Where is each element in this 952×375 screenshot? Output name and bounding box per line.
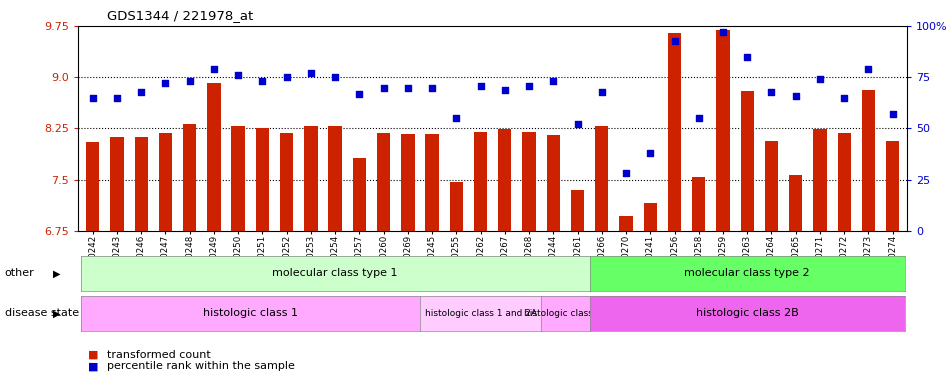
Point — [158, 81, 173, 87]
Point — [836, 95, 851, 101]
Text: ■: ■ — [88, 361, 98, 371]
Point — [303, 70, 318, 76]
Point — [787, 93, 803, 99]
Text: disease state: disease state — [5, 309, 79, 318]
Bar — [159, 132, 172, 231]
Point — [666, 38, 682, 44]
Point — [254, 78, 269, 84]
Bar — [594, 126, 607, 231]
Point — [279, 74, 294, 80]
Bar — [861, 90, 874, 231]
Bar — [425, 134, 438, 231]
Bar — [183, 124, 196, 231]
Text: molecular class type 1: molecular class type 1 — [272, 268, 397, 278]
Point — [472, 82, 487, 88]
Bar — [231, 126, 245, 231]
Point — [618, 170, 633, 176]
Point — [230, 72, 246, 78]
Point — [690, 115, 705, 121]
Point — [739, 54, 754, 60]
Point — [884, 111, 900, 117]
Bar — [328, 126, 342, 231]
Point — [424, 85, 439, 91]
Point — [351, 91, 367, 97]
Bar — [546, 135, 560, 231]
Text: ▶: ▶ — [53, 268, 61, 278]
Bar — [691, 177, 704, 231]
Bar — [837, 132, 850, 231]
Point — [545, 78, 561, 84]
Point — [85, 95, 100, 101]
Text: percentile rank within the sample: percentile rank within the sample — [107, 361, 294, 371]
Bar — [110, 137, 124, 231]
Bar — [280, 132, 293, 231]
Bar — [812, 129, 825, 231]
Text: GDS1344 / 221978_at: GDS1344 / 221978_at — [107, 9, 252, 22]
Bar — [788, 175, 802, 231]
Bar — [86, 142, 99, 231]
Point — [206, 66, 221, 72]
Text: histologic class 2A: histologic class 2A — [524, 309, 606, 318]
Bar — [522, 132, 535, 231]
Point — [109, 95, 125, 101]
Bar — [207, 83, 220, 231]
Point — [497, 87, 512, 93]
Bar — [255, 128, 268, 231]
Bar — [473, 132, 486, 231]
Bar — [716, 30, 729, 231]
Point — [133, 88, 149, 94]
Bar — [377, 132, 390, 231]
Bar — [764, 141, 778, 231]
Point — [521, 82, 536, 88]
Text: histologic class 2B: histologic class 2B — [695, 309, 798, 318]
Bar — [570, 190, 584, 231]
Point — [593, 88, 608, 94]
Point — [811, 76, 826, 82]
Point — [376, 85, 391, 91]
Text: histologic class 1: histologic class 1 — [203, 309, 297, 318]
Bar — [401, 134, 414, 231]
Bar — [619, 216, 632, 231]
Point — [327, 74, 343, 80]
Text: histologic class 1 and 2A: histologic class 1 and 2A — [425, 309, 536, 318]
Bar — [643, 203, 656, 231]
Text: transformed count: transformed count — [107, 350, 210, 360]
Bar — [740, 91, 753, 231]
Point — [182, 78, 197, 84]
Bar — [667, 33, 681, 231]
Point — [715, 29, 730, 35]
Point — [642, 150, 657, 156]
Text: ▶: ▶ — [53, 309, 61, 318]
Bar — [352, 158, 366, 231]
Bar — [304, 126, 317, 231]
Point — [764, 88, 779, 94]
Bar — [134, 136, 148, 231]
Bar — [449, 182, 463, 231]
Text: molecular class type 2: molecular class type 2 — [684, 268, 809, 278]
Bar — [885, 141, 899, 231]
Text: ■: ■ — [88, 350, 98, 360]
Point — [400, 85, 415, 91]
Point — [569, 122, 585, 128]
Text: other: other — [5, 268, 34, 278]
Point — [448, 115, 464, 121]
Bar — [498, 129, 511, 231]
Point — [860, 66, 875, 72]
